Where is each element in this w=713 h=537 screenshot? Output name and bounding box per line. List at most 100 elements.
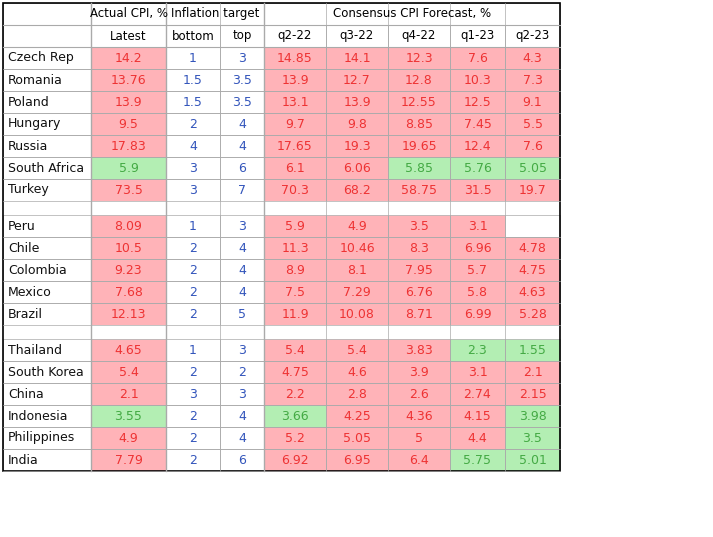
Bar: [505, 259, 560, 281]
Text: Brazil: Brazil: [8, 308, 43, 321]
Bar: [450, 91, 505, 113]
Text: Chile: Chile: [8, 242, 39, 255]
Text: 12.13: 12.13: [111, 308, 146, 321]
Bar: [505, 157, 560, 179]
Text: 4: 4: [238, 242, 246, 255]
Bar: [166, 157, 220, 179]
Bar: [220, 427, 264, 449]
Bar: [220, 25, 264, 47]
Bar: [388, 281, 450, 303]
Bar: [264, 449, 326, 471]
Text: Inflation target: Inflation target: [171, 8, 260, 20]
Text: 12.3: 12.3: [405, 52, 433, 64]
Bar: [388, 135, 450, 157]
Bar: [166, 215, 220, 237]
Text: 7.6: 7.6: [523, 140, 543, 153]
Text: Consensus CPI Forecast, %: Consensus CPI Forecast, %: [333, 8, 491, 20]
Text: 5.76: 5.76: [463, 162, 491, 175]
Text: 8.09: 8.09: [115, 220, 143, 233]
Bar: [388, 215, 450, 237]
Bar: [91, 69, 166, 91]
Bar: [166, 237, 220, 259]
Bar: [505, 383, 560, 405]
Bar: [388, 259, 450, 281]
Bar: [220, 449, 264, 471]
Bar: [388, 361, 450, 383]
Text: 1.5: 1.5: [183, 74, 203, 86]
Text: China: China: [8, 388, 43, 401]
Text: 7.6: 7.6: [468, 52, 488, 64]
Text: 2: 2: [189, 118, 197, 130]
Text: 4.25: 4.25: [343, 410, 371, 423]
Bar: [166, 25, 220, 47]
Text: 6.92: 6.92: [281, 454, 309, 467]
Bar: [3, 427, 91, 449]
Text: 6.95: 6.95: [343, 454, 371, 467]
Text: South Africa: South Africa: [8, 162, 84, 175]
Text: 2.2: 2.2: [285, 388, 305, 401]
Text: 3: 3: [238, 344, 246, 357]
Text: 14.85: 14.85: [277, 52, 313, 64]
Bar: [3, 281, 91, 303]
Text: 5.85: 5.85: [405, 162, 433, 175]
Bar: [450, 281, 505, 303]
Bar: [326, 383, 388, 405]
Bar: [220, 339, 264, 361]
Text: 3: 3: [238, 388, 246, 401]
Text: 2.74: 2.74: [463, 388, 491, 401]
Text: Actual CPI, %: Actual CPI, %: [90, 8, 168, 20]
Text: 5.01: 5.01: [518, 454, 546, 467]
Bar: [91, 91, 166, 113]
Text: 14.2: 14.2: [115, 52, 143, 64]
Bar: [3, 91, 91, 113]
Bar: [91, 47, 166, 69]
Bar: [505, 47, 560, 69]
Text: 2: 2: [189, 308, 197, 321]
Text: 3: 3: [189, 162, 197, 175]
Text: 6.06: 6.06: [343, 162, 371, 175]
Text: 4.9: 4.9: [347, 220, 367, 233]
Text: 3.5: 3.5: [232, 96, 252, 108]
Text: 7.68: 7.68: [115, 286, 143, 299]
Text: 10.3: 10.3: [463, 74, 491, 86]
Text: Colombia: Colombia: [8, 264, 67, 277]
Bar: [388, 449, 450, 471]
Bar: [388, 91, 450, 113]
Text: 13.9: 13.9: [343, 96, 371, 108]
Text: 8.9: 8.9: [285, 264, 305, 277]
Text: 4.63: 4.63: [518, 286, 546, 299]
Text: 12.7: 12.7: [343, 74, 371, 86]
Bar: [505, 113, 560, 135]
Text: Romania: Romania: [8, 74, 63, 86]
Bar: [388, 157, 450, 179]
Text: top: top: [232, 30, 252, 42]
Text: 5: 5: [238, 308, 246, 321]
Bar: [388, 237, 450, 259]
Bar: [3, 237, 91, 259]
Text: 3.5: 3.5: [523, 432, 543, 445]
Text: 2.3: 2.3: [468, 344, 488, 357]
Text: 3.55: 3.55: [115, 410, 143, 423]
Text: 3: 3: [238, 52, 246, 64]
Text: 2: 2: [238, 366, 246, 379]
Bar: [264, 303, 326, 325]
Bar: [326, 449, 388, 471]
Bar: [166, 303, 220, 325]
Text: 5.2: 5.2: [285, 432, 305, 445]
Bar: [91, 135, 166, 157]
Text: q2-22: q2-22: [278, 30, 312, 42]
Text: 7.5: 7.5: [285, 286, 305, 299]
Bar: [3, 3, 560, 471]
Text: 6: 6: [238, 162, 246, 175]
Bar: [326, 237, 388, 259]
Bar: [166, 91, 220, 113]
Bar: [450, 157, 505, 179]
Bar: [326, 157, 388, 179]
Bar: [388, 47, 450, 69]
Text: 3.5: 3.5: [409, 220, 429, 233]
Bar: [166, 47, 220, 69]
Text: 13.1: 13.1: [281, 96, 309, 108]
Bar: [3, 361, 91, 383]
Bar: [166, 383, 220, 405]
Text: 3.1: 3.1: [468, 220, 488, 233]
